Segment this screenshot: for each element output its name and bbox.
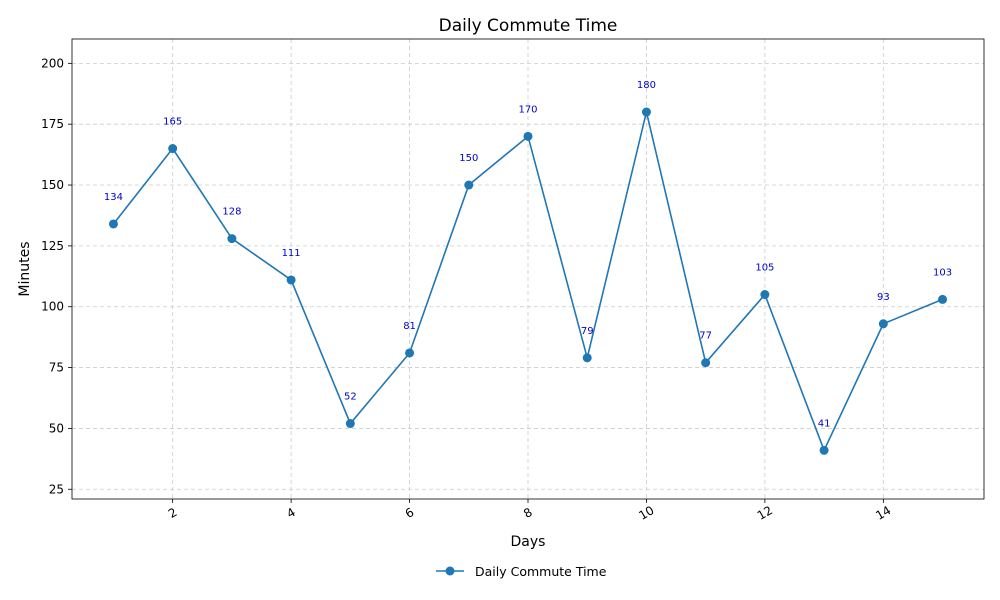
y-tick-label: 100	[41, 300, 64, 314]
x-axis-title: Days	[511, 534, 546, 550]
y-tick-label: 75	[49, 361, 64, 375]
data-point	[464, 180, 474, 190]
data-label: 77	[699, 331, 712, 342]
data-label: 180	[637, 80, 656, 91]
legend-entry-label: Daily Commute Time	[475, 564, 607, 579]
data-point	[701, 358, 711, 368]
y-tick-label: 25	[49, 482, 64, 496]
grid-lines	[72, 39, 984, 499]
data-point	[405, 348, 415, 358]
data-label: 150	[459, 153, 478, 164]
data-point	[760, 290, 770, 300]
data-point	[582, 353, 592, 363]
y-tick-label: 50	[49, 421, 64, 435]
data-label: 170	[518, 104, 537, 115]
y-tick-label: 150	[41, 178, 64, 192]
x-tick-label: 10	[636, 503, 656, 523]
x-tick-label: 12	[755, 503, 775, 523]
y-tick-label: 125	[41, 239, 64, 253]
data-point	[523, 131, 533, 141]
data-label: 52	[344, 392, 357, 403]
data-label: 111	[282, 248, 301, 259]
data-point	[286, 275, 296, 285]
data-label: 165	[163, 117, 182, 128]
data-point	[878, 319, 888, 329]
legend-marker	[445, 566, 455, 576]
data-point	[819, 445, 829, 455]
data-label: 134	[104, 192, 123, 203]
data-point	[938, 294, 948, 304]
chart-title: Daily Commute Time	[439, 16, 618, 36]
data-point	[108, 219, 118, 229]
data-labels: 134 165 128 111 52 81 150 170 79 180 77 105 41 93 103	[104, 80, 952, 429]
data-label: 79	[581, 326, 594, 337]
data-label: 93	[877, 292, 890, 303]
data-point	[227, 234, 237, 244]
legend: Daily Commute Time	[436, 564, 607, 579]
data-point	[345, 419, 355, 429]
data-label: 105	[755, 263, 774, 274]
y-axis-title: Minutes	[17, 241, 33, 296]
y-tick-label: 175	[41, 117, 64, 131]
y-tick-label: 200	[41, 56, 64, 70]
data-point	[168, 144, 178, 154]
data-label: 81	[403, 321, 416, 332]
plot-frame	[71, 38, 985, 500]
data-label: 103	[933, 267, 952, 278]
data-point	[641, 107, 651, 117]
data-label: 41	[818, 418, 831, 429]
series-layer	[108, 107, 948, 455]
data-label: 128	[222, 207, 241, 218]
x-tick-label: 14	[873, 503, 893, 523]
